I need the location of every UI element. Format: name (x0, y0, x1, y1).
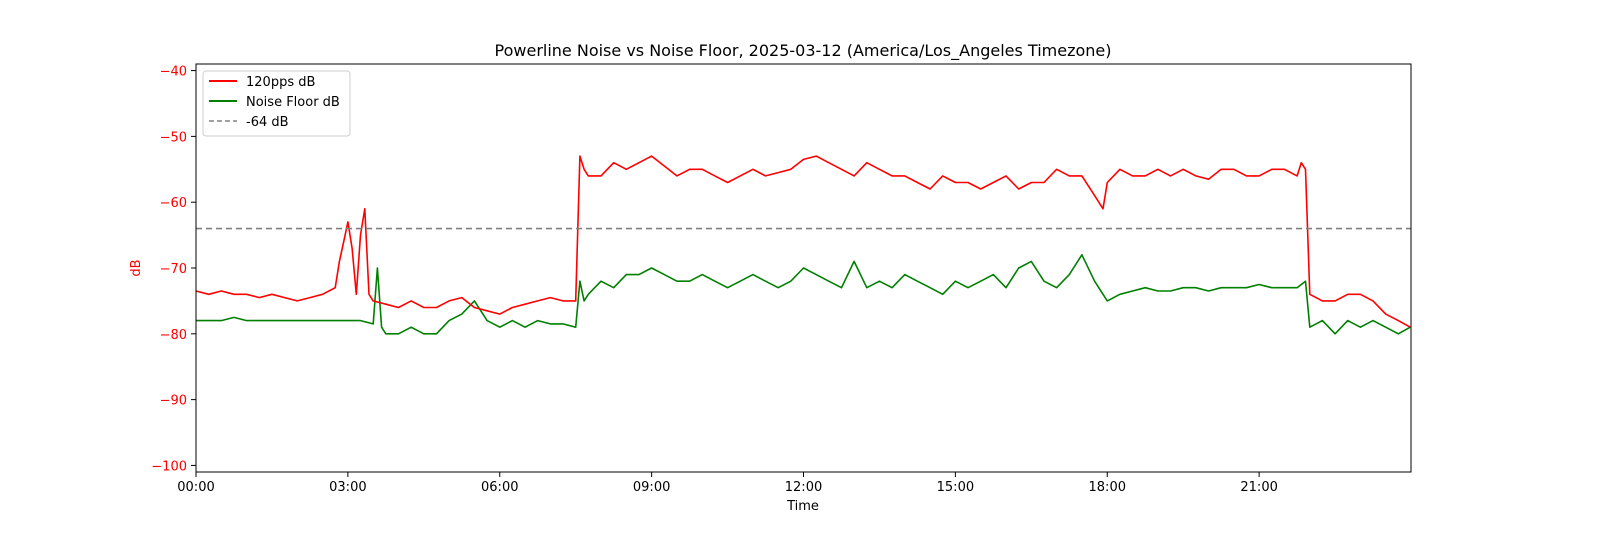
x-tick-label: 09:00 (633, 480, 670, 495)
y-tick-label: −40 (160, 65, 187, 80)
y-axis-ticks: −100 −90 −80 −70 −60 −50 −40 (151, 65, 196, 474)
y-tick-label: −100 (151, 459, 187, 474)
x-axis-ticks: 00:00 03:00 06:00 09:00 12:00 15:00 18:00 21:00 (177, 472, 1278, 495)
series-line-noise-floor (196, 254, 1411, 335)
x-tick-label: 00:00 (177, 480, 214, 495)
legend-label-signal: 120pps dB (246, 75, 315, 90)
series-line-signal (195, 155, 1411, 328)
y-tick-label: −50 (160, 130, 187, 145)
legend: 120pps dB Noise Floor dB -64 dB (202, 70, 351, 137)
chart-title: Powerline Noise vs Noise Floor, 2025-03-… (495, 41, 1112, 61)
y-tick-label: −70 (160, 262, 187, 277)
x-axis-label: Time (786, 499, 819, 514)
legend-label-threshold: -64 dB (246, 115, 289, 130)
y-tick-label: −80 (160, 328, 187, 343)
x-tick-label: 06:00 (481, 480, 518, 495)
x-tick-label: 15:00 (937, 480, 974, 495)
y-axis-label: dB (129, 259, 144, 276)
legend-box (202, 70, 351, 137)
x-tick-label: 18:00 (1089, 480, 1126, 495)
x-tick-label: 03:00 (329, 480, 366, 495)
x-tick-label: 21:00 (1240, 480, 1277, 495)
legend-label-noise-floor: Noise Floor dB (246, 95, 340, 110)
y-tick-label: −60 (160, 196, 187, 211)
plot-series (195, 155, 1411, 335)
x-tick-label: 12:00 (785, 480, 822, 495)
y-tick-label: −90 (160, 394, 187, 409)
